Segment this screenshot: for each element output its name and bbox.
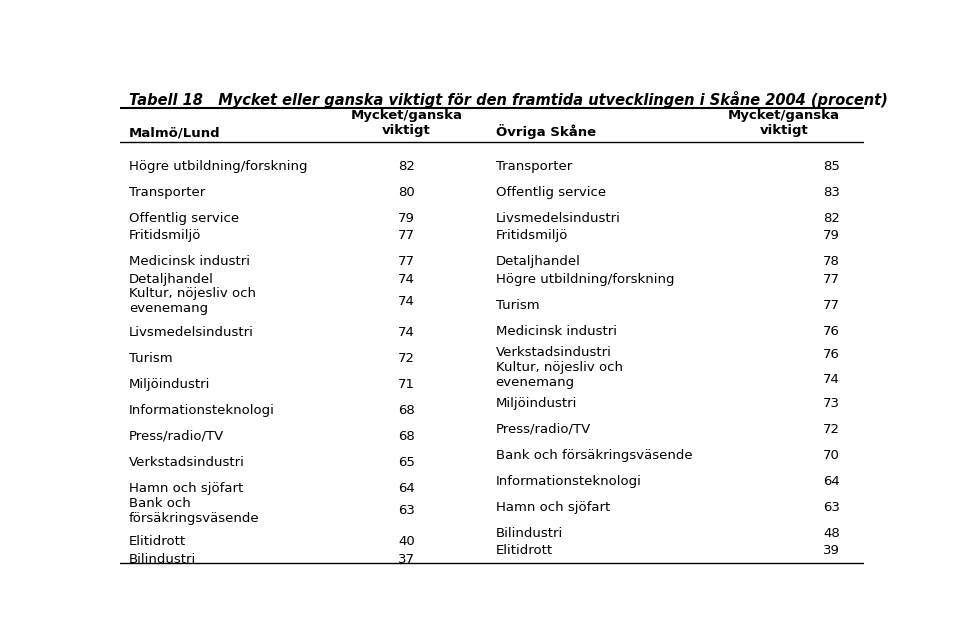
Text: 68: 68 [398, 404, 415, 417]
Text: Informationsteknologi: Informationsteknologi [129, 404, 275, 417]
Text: 65: 65 [398, 456, 415, 469]
Text: Elitidrott: Elitidrott [129, 536, 186, 548]
Text: Elitidrott: Elitidrott [495, 543, 553, 557]
Text: 63: 63 [824, 500, 840, 514]
Text: 74: 74 [398, 326, 415, 339]
Text: Transporter: Transporter [129, 186, 205, 199]
Text: 77: 77 [823, 273, 840, 285]
Text: Högre utbildning/forskning: Högre utbildning/forskning [495, 273, 674, 285]
Text: 79: 79 [824, 230, 840, 242]
Text: 71: 71 [398, 378, 415, 391]
Text: 73: 73 [823, 397, 840, 410]
Text: Tabell 18   Mycket eller ganska viktigt för den framtida utvecklingen i Skåne 20: Tabell 18 Mycket eller ganska viktigt fö… [129, 91, 888, 107]
Text: Bilindustri: Bilindustri [495, 527, 563, 539]
Text: Övriga Skåne: Övriga Skåne [495, 124, 596, 139]
Text: 78: 78 [824, 255, 840, 269]
Text: Informationsteknologi: Informationsteknologi [495, 475, 641, 487]
Text: 82: 82 [398, 160, 415, 174]
Text: Fritidsmiljö: Fritidsmiljö [129, 230, 202, 242]
Text: 74: 74 [398, 273, 415, 285]
Text: Verkstadsindustri: Verkstadsindustri [129, 456, 245, 469]
Text: Kultur, nöjesliv och
evenemang: Kultur, nöjesliv och evenemang [129, 287, 256, 315]
Text: Hamn och sjöfart: Hamn och sjöfart [495, 500, 610, 514]
Text: 64: 64 [824, 475, 840, 487]
Text: 70: 70 [824, 449, 840, 462]
Text: Medicinsk industri: Medicinsk industri [495, 325, 616, 338]
Text: Turism: Turism [495, 298, 540, 312]
Text: Turism: Turism [129, 352, 173, 365]
Text: 72: 72 [398, 352, 415, 365]
Text: Detaljhandel: Detaljhandel [495, 255, 581, 269]
Text: Mycket/ganska
viktigt: Mycket/ganska viktigt [729, 109, 840, 137]
Text: 77: 77 [398, 230, 415, 242]
Text: Mycket/ganska
viktigt: Mycket/ganska viktigt [350, 109, 463, 137]
Text: Offentlig service: Offentlig service [129, 212, 239, 226]
Text: Miljöindustri: Miljöindustri [129, 378, 210, 391]
Text: 37: 37 [398, 552, 415, 566]
Text: Hamn och sjöfart: Hamn och sjöfart [129, 482, 243, 495]
Text: 79: 79 [398, 212, 415, 226]
Text: 64: 64 [398, 482, 415, 495]
Text: Livsmedelsindustri: Livsmedelsindustri [129, 326, 253, 339]
Text: 63: 63 [398, 504, 415, 517]
Text: 77: 77 [398, 255, 415, 269]
Text: 77: 77 [823, 298, 840, 312]
Text: Press/radio/TV: Press/radio/TV [129, 430, 225, 443]
Text: Bank och
försäkringsväsende: Bank och försäkringsväsende [129, 497, 259, 525]
Text: 68: 68 [398, 430, 415, 443]
Text: 40: 40 [398, 536, 415, 548]
Text: 48: 48 [824, 527, 840, 539]
Text: Medicinsk industri: Medicinsk industri [129, 255, 250, 269]
Text: Högre utbildning/forskning: Högre utbildning/forskning [129, 160, 307, 174]
Text: Detaljhandel: Detaljhandel [129, 273, 214, 285]
Text: 76: 76 [824, 348, 840, 361]
Text: 74: 74 [824, 373, 840, 386]
Text: Livsmedelsindustri: Livsmedelsindustri [495, 212, 620, 226]
Text: 76: 76 [824, 325, 840, 338]
Text: 80: 80 [398, 186, 415, 199]
Text: 39: 39 [824, 543, 840, 557]
Text: Offentlig service: Offentlig service [495, 186, 606, 199]
Text: Transporter: Transporter [495, 160, 572, 174]
Text: 82: 82 [824, 212, 840, 226]
Text: 85: 85 [824, 160, 840, 174]
Text: 83: 83 [824, 186, 840, 199]
Text: Press/radio/TV: Press/radio/TV [495, 422, 591, 435]
Text: 74: 74 [398, 295, 415, 308]
Text: Miljöindustri: Miljöindustri [495, 397, 577, 410]
Text: Bank och försäkringsväsende: Bank och försäkringsväsende [495, 449, 692, 462]
Text: Verkstadsindustri
Kultur, nöjesliv och
evenemang: Verkstadsindustri Kultur, nöjesliv och e… [495, 345, 623, 388]
Text: Malmö/Lund: Malmö/Lund [129, 126, 221, 139]
Text: Bilindustri: Bilindustri [129, 552, 196, 566]
Text: 72: 72 [823, 422, 840, 435]
Text: Fritidsmiljö: Fritidsmiljö [495, 230, 568, 242]
